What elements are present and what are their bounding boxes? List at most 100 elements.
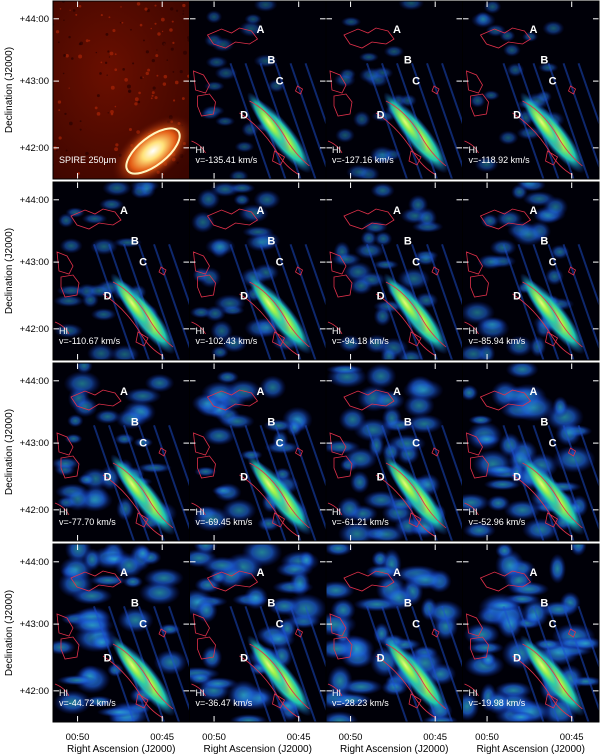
hi-emission-blob	[71, 587, 113, 605]
panel-1-1: A BC D HIv=-102.43 km/s	[189, 181, 327, 361]
contour-line	[191, 321, 206, 335]
dust-speckle	[130, 28, 132, 31]
contour-line	[112, 281, 174, 348]
panel-2-3: A BC D HIv=-52.96 km/s	[462, 362, 600, 542]
dust-speckle	[151, 94, 154, 97]
panel-tracer-label: HI	[196, 688, 205, 698]
contour-line	[522, 100, 583, 167]
contour-line	[197, 455, 216, 479]
dust-speckle	[127, 89, 132, 93]
hi-emission-blob	[245, 232, 277, 252]
hi-streak	[426, 424, 463, 532]
contour-line	[333, 93, 353, 117]
hi-emission-blob	[205, 55, 228, 69]
region-label-a: A	[393, 205, 401, 217]
region-label-b: B	[267, 54, 275, 66]
region-label-b: B	[404, 235, 412, 247]
x-axis-label: Right Ascension (J2000)	[477, 744, 585, 755]
y-tick-label: +43:00	[20, 76, 49, 87]
contour-line	[470, 274, 489, 298]
panel-velocity-label: v=-85.94 km/s	[469, 336, 526, 346]
hi-emission-blob	[399, 93, 417, 108]
hi-emission-blob	[84, 283, 114, 298]
contour-line	[385, 281, 447, 348]
hi-emission-blob	[333, 72, 356, 88]
hi-emission-blob	[462, 384, 479, 401]
panel-3-3: A BC D HIv=-19.98 km/s	[462, 543, 600, 723]
hi-emission-blob	[82, 548, 102, 571]
region-label-d: D	[240, 471, 248, 483]
panel-velocity-label: v=-69.45 km/s	[196, 517, 253, 527]
dust-speckle	[64, 112, 67, 116]
contour-line	[135, 693, 149, 709]
hi-emission-blob	[462, 493, 490, 513]
contour-line	[206, 389, 259, 411]
hi-emission-blob	[90, 308, 117, 321]
hi-emission-blob	[521, 31, 539, 42]
dust-speckle	[134, 97, 139, 102]
contour-line	[54, 683, 70, 697]
region-label-a: A	[257, 386, 265, 398]
dust-speckle	[75, 13, 78, 16]
dust-speckle	[187, 74, 190, 78]
hi-streak	[562, 424, 599, 532]
hi-emission-blob	[65, 207, 85, 218]
panel-tracer-label: HI	[332, 507, 341, 517]
hi-emission-blob	[482, 90, 500, 101]
hi-emission-blob	[569, 544, 587, 557]
dust-speckle	[145, 71, 149, 76]
hi-emission-blob	[191, 211, 215, 234]
contour-line	[329, 432, 347, 456]
dust-speckle	[100, 61, 103, 64]
region-label-a: A	[120, 386, 128, 398]
dust-speckle	[142, 76, 144, 79]
hi-emission-blob	[73, 396, 98, 418]
contour-line	[60, 455, 80, 479]
contour-line	[295, 628, 303, 638]
region-label-a: A	[257, 205, 265, 217]
panel-1-3: A BC D HIv=-85.94 km/s	[462, 181, 600, 361]
andromeda-disk	[111, 115, 190, 179]
hi-emission-blob	[360, 230, 378, 247]
dust-speckle	[137, 100, 141, 104]
hi-emission-blob	[238, 204, 270, 223]
hi-emission-blob	[238, 20, 264, 37]
hi-emission-blob	[370, 182, 395, 199]
dust-speckle	[72, 9, 76, 12]
dust-speckle	[55, 30, 60, 34]
x-tick-label: 00:50	[202, 732, 226, 743]
region-label-d: D	[240, 652, 248, 664]
dust-speckle	[175, 9, 179, 12]
contour-line	[479, 389, 532, 411]
contour-line	[343, 208, 395, 230]
contour-line	[329, 251, 347, 275]
hi-emission-blob	[402, 378, 444, 402]
y-tick-label: +44:00	[20, 195, 49, 206]
hi-emission-blob	[253, 189, 281, 210]
hi-emission-blob	[462, 691, 480, 721]
hi-emission-blob	[94, 409, 121, 424]
panel-tracer-label: HI	[469, 145, 478, 155]
hi-emission-blob	[485, 599, 521, 612]
dust-speckle	[187, 38, 190, 42]
contour-line	[158, 447, 167, 457]
contour-line	[327, 683, 343, 697]
hi-emission-blob	[349, 470, 370, 494]
dust-speckle	[65, 53, 69, 58]
contour-line	[249, 281, 310, 348]
x-tick-label: 00:45	[560, 732, 584, 743]
region-label-b: B	[540, 416, 548, 428]
contour-line	[135, 512, 149, 528]
hi-emission-blob	[71, 616, 114, 635]
hi-emission-blob	[63, 370, 101, 397]
region-label-b: B	[267, 235, 275, 247]
contour-line	[197, 93, 216, 117]
contour-line	[272, 331, 286, 347]
hi-emission-blob	[220, 334, 248, 353]
hi-emission-blob	[416, 207, 438, 229]
y-tick-label: +43:00	[20, 438, 49, 449]
hi-emission-blob	[122, 575, 144, 589]
dust-speckle	[187, 36, 190, 40]
dust-speckle	[139, 76, 143, 80]
hi-emission-blob	[86, 343, 116, 360]
